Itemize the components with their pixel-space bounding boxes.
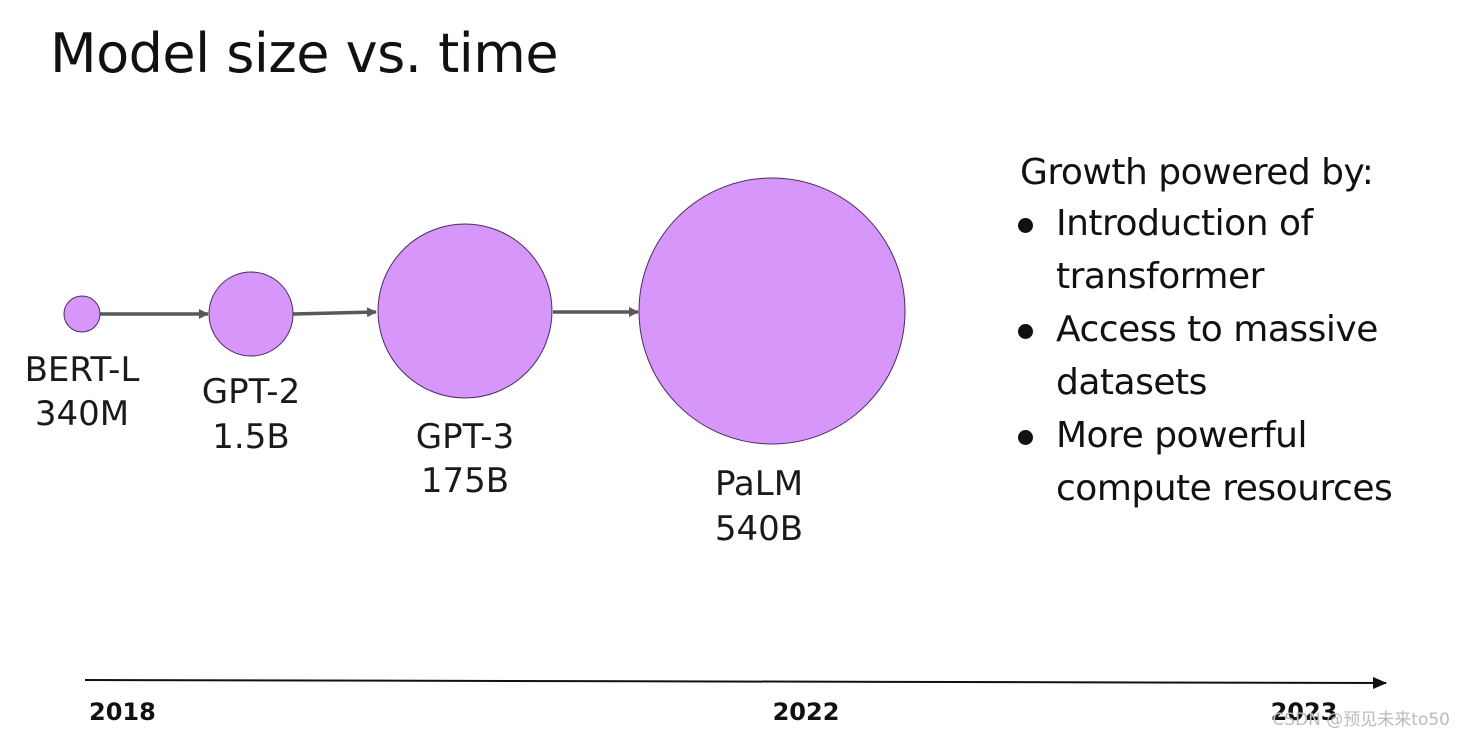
- growth-drivers-panel: Growth powered by: Introduction of trans…: [1018, 152, 1458, 515]
- watermark: CSDN @预见未来to50: [1272, 710, 1450, 730]
- bubble-palm: [638, 177, 906, 445]
- timeline-label-2022: 2022: [773, 698, 840, 726]
- growth-list: Introduction of transformer Access to ma…: [1018, 197, 1458, 515]
- model-size-palm: 540B: [715, 509, 803, 549]
- growth-item-text: Access to massive datasets: [1056, 309, 1378, 403]
- bubble-bert-l: [63, 295, 101, 333]
- timeline-label-2023: 2023: [1271, 698, 1338, 726]
- model-name-palm: PaLM: [715, 464, 803, 504]
- growth-heading: Growth powered by:: [1020, 152, 1374, 193]
- model-name-bert-l: BERT-L: [25, 350, 140, 390]
- bubble-gpt-2: [208, 271, 294, 357]
- growth-item-datasets: Access to massive datasets: [1018, 303, 1458, 409]
- growth-item-transformer: Introduction of transformer: [1018, 197, 1458, 303]
- growth-item-text: Introduction of transformer: [1056, 203, 1313, 297]
- model-size-gpt-3: 175B: [421, 461, 509, 501]
- timeline-axis: [84, 676, 1387, 689]
- timeline-label-2018: 2018: [89, 698, 156, 726]
- model-size-bert-l: 340M: [35, 394, 129, 434]
- model-name-gpt-2: GPT-2: [202, 372, 300, 412]
- arrow-gpt2-to-gpt3: [292, 307, 377, 318]
- slide-title: Model size vs. time: [50, 22, 559, 85]
- growth-item-text: More powerful compute resources: [1056, 415, 1393, 509]
- model-name-gpt-3: GPT-3: [416, 417, 514, 457]
- bubble-gpt-3: [377, 223, 553, 399]
- model-size-gpt-2: 1.5B: [212, 417, 289, 457]
- bullet-icon: [1018, 218, 1033, 233]
- bullet-icon: [1018, 430, 1033, 445]
- growth-item-compute: More powerful compute resources: [1018, 409, 1458, 515]
- bullet-icon: [1018, 324, 1033, 339]
